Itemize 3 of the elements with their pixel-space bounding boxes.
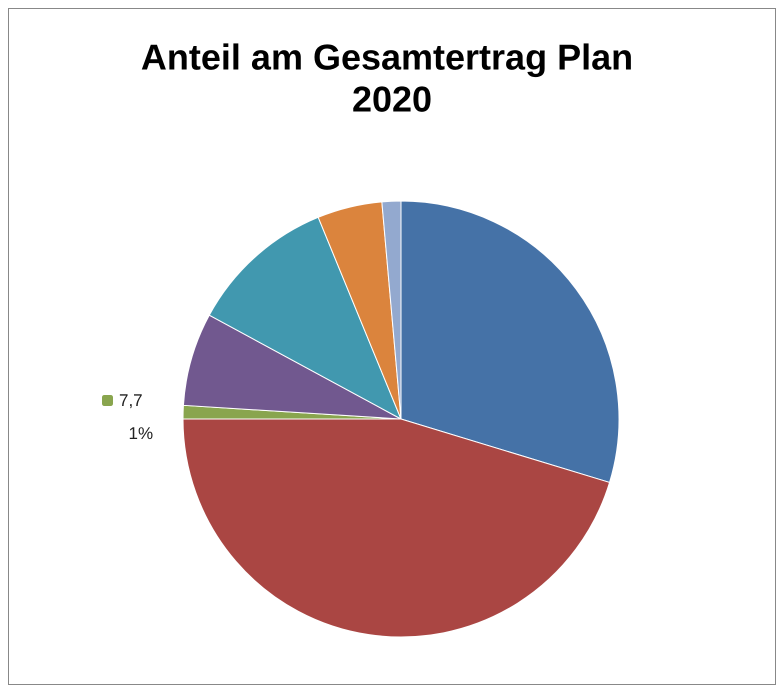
data-label: 1% — [128, 424, 154, 444]
legend-label: 7,7 — [119, 391, 143, 410]
chart-title: Anteil am Gesamtertrag Plan 2020 — [140, 36, 644, 120]
